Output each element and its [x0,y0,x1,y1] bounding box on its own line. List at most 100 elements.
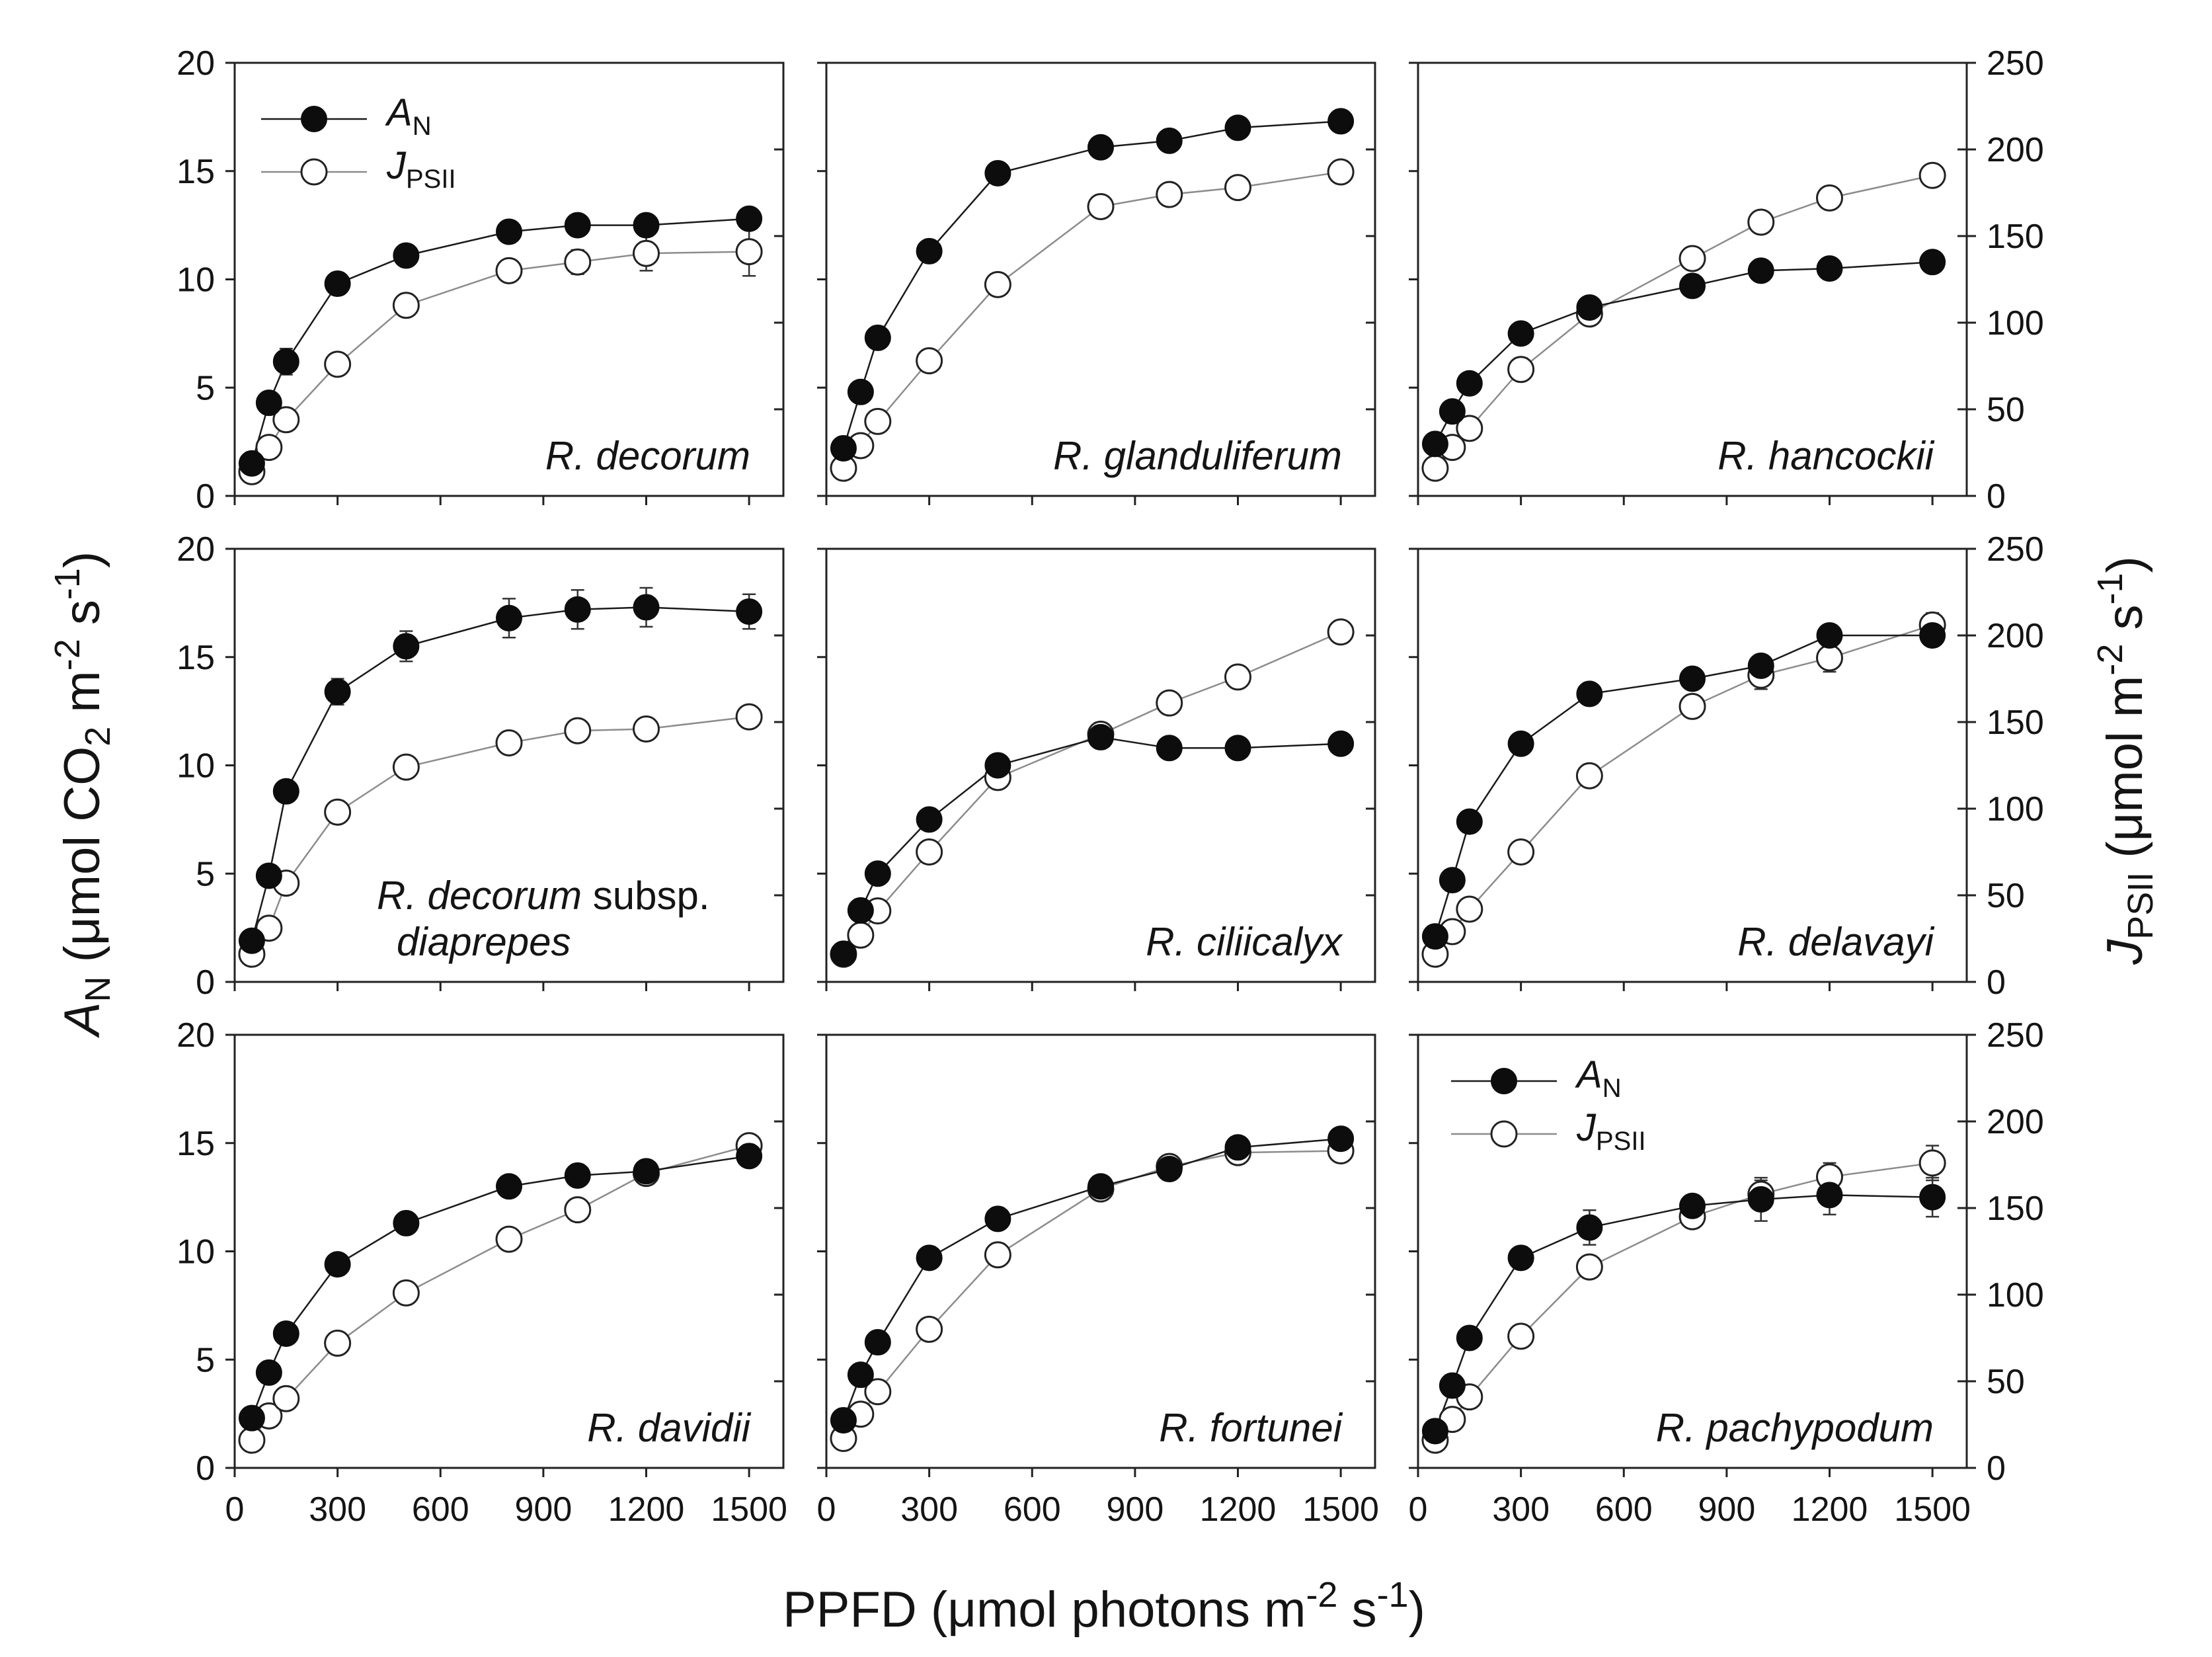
an-point [1576,1214,1603,1241]
jpsii-point [916,347,943,375]
jpsii-point [916,1315,943,1343]
an-point [238,927,265,954]
an-point [633,594,660,621]
jpsii-point [272,406,300,434]
an-point [1816,622,1843,649]
y-right-tick-label: 50 [1987,391,2025,429]
y-left-tick-label: 0 [196,963,215,1002]
y-left-tick-label: 15 [177,153,215,191]
an-point [916,1244,943,1272]
an-point [564,596,591,623]
y-right-tick-label: 100 [1987,790,2044,828]
jpsii-point [1507,838,1535,866]
an-point [1456,370,1483,397]
an-point [864,860,891,887]
jpsii-point [324,798,352,826]
panel-5: R. ciliicalyx [817,547,1376,991]
an-point [633,212,660,239]
an-point [847,1361,874,1389]
jpsii-point [392,1279,420,1307]
jpsii-point [916,838,943,866]
legend-an-letter: A [385,91,413,134]
jpsii-point [864,1378,892,1406]
an-point [1919,622,1946,649]
an-point [324,270,351,298]
panel-2: R. glanduliferum [817,61,1376,505]
y-right-tick-label: 150 [1987,1190,2044,1228]
an-point [1087,723,1114,750]
y-left-tick-label: 10 [177,1233,215,1272]
x-tick-label: 300 [900,1490,958,1529]
jpsii-point [1327,158,1355,186]
jpsii-point [1918,161,1946,189]
jpsii-point [735,703,763,731]
an-point [864,1329,891,1356]
panel-frame [825,547,1376,983]
an-point [1421,430,1448,458]
y-right-tick-label: 200 [1987,131,2044,169]
an-point [1747,652,1774,679]
panel-frame [825,61,1376,497]
jpsii-point [1327,618,1355,646]
legend-an-label: AN [1575,1053,1622,1103]
x-tick-label: 600 [1004,1490,1061,1529]
jpsii-point [1575,762,1603,789]
panel-8: 0 300 600 900 1200 1500 R. fortunei [817,1033,1379,1529]
jpsii-point [735,238,763,266]
an-point [1421,923,1448,950]
an-point [1421,1418,1448,1445]
species-label: R. delavayi [1737,920,1934,964]
an-point [272,778,299,805]
species-label: R. ciliicalyx [1146,920,1343,964]
species-label: R. decorum [545,434,750,478]
x-tick-label: 900 [1698,1490,1755,1529]
y-left-tick-label: 20 [177,1016,215,1055]
species-label: R. hancockii [1718,434,1934,478]
an-point [1439,398,1466,425]
y-right-tick-label: 100 [1987,304,2044,343]
y-left-tick-label: 0 [196,1449,215,1488]
an-point [1747,257,1774,284]
an-point [1576,294,1603,321]
an-point [736,598,763,625]
legend-an-marker [1491,1068,1517,1094]
an-point [238,1404,265,1432]
an-point [496,218,522,245]
panel-frame [825,1033,1376,1469]
jpsii-point [1156,181,1183,208]
jpsii-point [255,434,283,462]
an-point [1919,249,1946,276]
y-left-tick-label: 5 [196,1341,215,1379]
an-point [1156,735,1183,762]
x-tick-label: 1500 [1894,1490,1971,1529]
x-tick-label: 900 [1106,1490,1164,1529]
jpsii-point [984,270,1011,298]
jpsii-point [324,350,352,378]
panel-frame [1417,547,1968,983]
jpsii-point [1224,663,1251,691]
an-point [564,212,591,239]
y-right-tick-label: 0 [1987,1449,2006,1488]
y-right-tick-label: 0 [1987,477,2006,516]
jpsii-point [1156,689,1183,717]
legend-jpsii-letter: J [1576,1106,1597,1149]
an-point [1327,1125,1355,1152]
species-label: R. glanduliferum [1053,434,1342,478]
x-tick-label: 1500 [711,1490,787,1529]
an-point [830,434,857,462]
an-point [1576,680,1603,707]
x-tick-label: 1200 [608,1490,685,1529]
jpsii-point [1224,174,1251,202]
jpsii-point [1456,895,1483,923]
jpsii-point [1918,1149,1946,1177]
panel-4: 0 5 10 15 20 R. decorum subsp.diaprepes [177,530,785,1002]
x-tick-label: 1200 [1200,1490,1277,1529]
y-right-tick-label: 200 [1987,617,2044,655]
an-point [1507,320,1534,347]
legend-jpsii-label: JPSII [386,144,456,194]
legend-jpsii-sub: PSII [1596,1127,1646,1156]
legend-jpsii-marker [300,158,328,186]
jpsii-point [1421,454,1449,482]
jpsii-point [984,1241,1011,1269]
